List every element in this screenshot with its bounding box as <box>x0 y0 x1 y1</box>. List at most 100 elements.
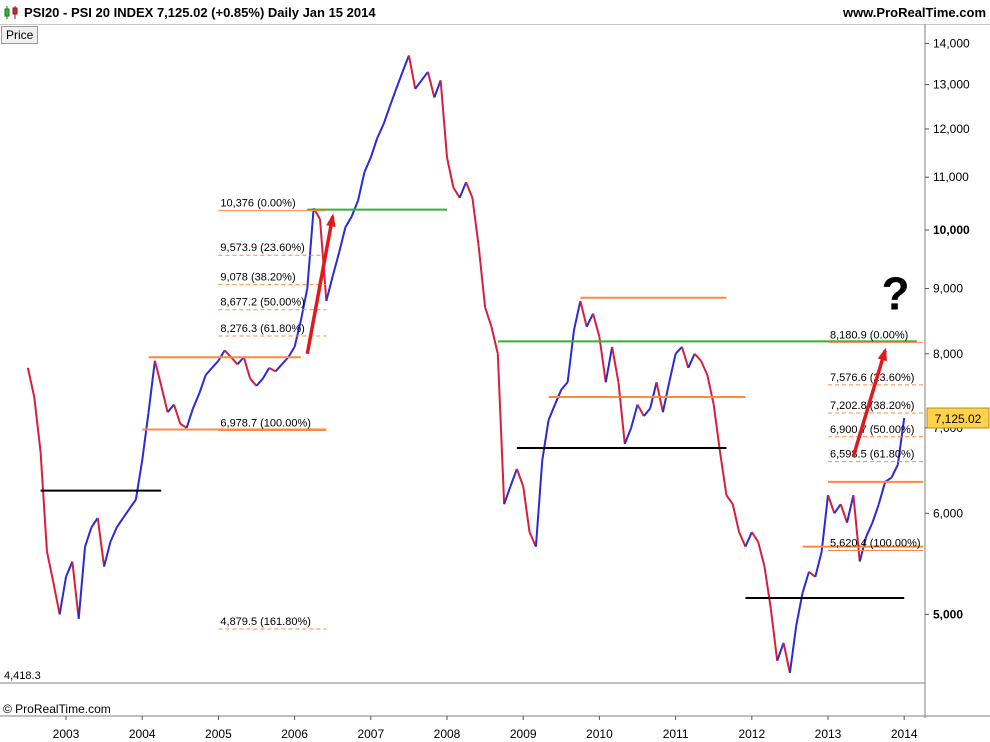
fib-level-label: 7,576.6 (23.60%) <box>830 372 914 384</box>
trend-arrow <box>851 349 887 457</box>
price-segment <box>426 71 436 98</box>
price-segment <box>439 80 448 158</box>
x-tick-label: 2007 <box>357 727 384 741</box>
price-segment <box>84 527 93 547</box>
price-segment <box>706 374 715 405</box>
min-value-label: 4,418.3 <box>4 670 41 682</box>
price-segment <box>134 460 144 500</box>
price-segment <box>560 381 569 391</box>
price-segment <box>255 377 264 387</box>
price-segment <box>769 608 779 661</box>
price-segment <box>376 123 385 139</box>
price-segment <box>45 551 55 583</box>
source-link[interactable]: www.ProRealTime.com <box>842 5 986 20</box>
x-tick-label: 2008 <box>434 727 461 741</box>
price-segment <box>833 503 842 514</box>
price-segment <box>77 546 87 619</box>
price-segment <box>846 494 855 523</box>
price-segment <box>643 407 651 417</box>
price-segment <box>420 71 429 81</box>
fib-level-label: 7,202.8 (38.20%) <box>830 400 914 412</box>
y-tick-label: 9,000 <box>933 281 963 295</box>
price-segment <box>217 349 226 362</box>
price-segment <box>509 468 518 487</box>
fib-level-label: 6,598.5 (61.80%) <box>830 449 914 461</box>
price-segment <box>331 252 341 277</box>
price-segment <box>839 503 848 523</box>
price-segment <box>274 363 283 373</box>
price-segment <box>465 181 474 199</box>
price-segment <box>153 360 163 387</box>
price-segment <box>687 353 696 369</box>
price-segment <box>26 367 36 398</box>
price-segment <box>230 356 239 365</box>
price-segment <box>198 374 207 394</box>
price-segment <box>458 181 467 199</box>
x-tick-label: 2003 <box>53 727 80 741</box>
price-segment <box>414 79 423 90</box>
price-segment <box>128 499 137 510</box>
price-segment <box>680 346 690 369</box>
chart-header: PSI20 - PSI 20 INDEX 7,125.02 (+0.85%) D… <box>0 0 990 25</box>
price-segment <box>573 300 582 331</box>
price-segment <box>96 517 106 567</box>
price-segment <box>528 531 537 548</box>
price-segment <box>820 495 829 552</box>
fib-level-label: 5,620.4 (100.00%) <box>830 538 921 550</box>
price-segment <box>172 404 182 425</box>
price-segment <box>585 313 594 328</box>
price-segment <box>433 79 442 98</box>
y-tick-label: 11,000 <box>933 170 969 184</box>
price-segment <box>566 329 575 383</box>
price-segment <box>541 419 550 461</box>
price-segment <box>522 486 531 533</box>
price-segment <box>109 526 118 543</box>
price-segment <box>452 186 461 199</box>
price-segment <box>579 300 588 327</box>
price-segment <box>407 55 417 90</box>
price-segment <box>604 346 614 383</box>
price-segment <box>725 494 734 505</box>
price-segment <box>496 353 506 505</box>
price-segment <box>744 531 753 548</box>
price-segment <box>547 404 556 421</box>
price-segment <box>65 561 74 578</box>
price-segment <box>731 503 741 533</box>
y-tick-label: 12,000 <box>933 122 970 136</box>
fib-level-label: 6,900.7 (50.00%) <box>830 424 914 436</box>
price-segment <box>382 105 391 125</box>
fib-level-label: 6,978.7 (100.00%) <box>220 418 311 430</box>
price-segment <box>484 306 493 328</box>
y-tick-label: 6,000 <box>933 506 963 520</box>
price-segment <box>871 503 880 523</box>
price-segment <box>58 576 67 615</box>
price-segment <box>204 367 213 376</box>
price-segment <box>776 642 785 661</box>
price-segment <box>369 137 379 158</box>
price-segment <box>261 367 271 380</box>
price-segment <box>71 561 80 619</box>
x-tick-label: 2004 <box>129 727 156 741</box>
price-segment <box>350 199 360 217</box>
price-segment <box>211 360 220 369</box>
price-segment <box>858 536 868 562</box>
price-segment <box>357 171 366 201</box>
fib-level-label: 9,078 (38.20%) <box>220 272 295 284</box>
price-segment <box>160 385 169 413</box>
price-segment <box>293 319 302 348</box>
price-segment <box>490 326 499 355</box>
price-segment <box>623 427 633 445</box>
x-tick-label: 2014 <box>891 727 918 741</box>
price-segment <box>395 71 404 90</box>
price-segment <box>827 494 836 514</box>
price-segment <box>852 495 861 562</box>
x-tick-label: 2010 <box>586 727 613 741</box>
price-segment <box>801 571 810 593</box>
price-segment <box>700 360 709 376</box>
price-segment <box>166 403 175 413</box>
price-segment <box>649 381 658 409</box>
price-tab[interactable]: Price <box>1 26 39 44</box>
price-segment <box>865 522 874 538</box>
price-segment <box>33 396 42 453</box>
price-segment <box>617 382 626 445</box>
